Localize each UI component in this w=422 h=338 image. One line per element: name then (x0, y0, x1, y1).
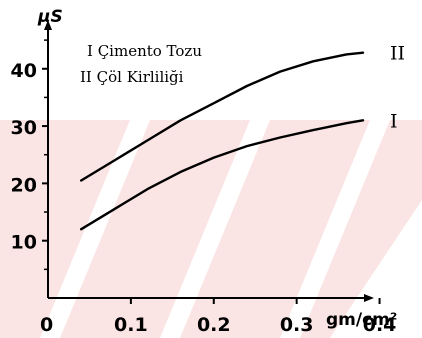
y-tick-label: 20 (11, 174, 37, 196)
x-ticks: 0.1 0.2 0.3 0.4 (114, 298, 396, 336)
x-tick-label: 0.3 (280, 314, 314, 336)
y-tick-label: 40 (11, 60, 37, 82)
origin-label: 0 (40, 314, 53, 336)
x-tick-label: 0.1 (114, 314, 148, 336)
y-axis-arrow (44, 20, 52, 30)
series-label-I: I (390, 110, 398, 132)
series-label-II: II (390, 43, 405, 65)
y-tick-label: 30 (11, 117, 37, 139)
x-axis-label: gm/cm² (326, 310, 397, 330)
axes (44, 20, 374, 302)
legend-item-1: I Çimento Tozu (87, 42, 202, 60)
y-tick-label: 10 (11, 232, 37, 254)
y-axis-label: µS (37, 7, 63, 27)
series-layer: III (80, 43, 405, 231)
legend-item-2: II Çöl Kirliliği (80, 68, 184, 86)
x-tick-label: 0.2 (197, 314, 231, 336)
series-line-I (80, 119, 365, 231)
x-axis-arrow (364, 294, 374, 302)
y-ticks: 10 20 30 40 (11, 39, 48, 271)
x-tick-label: 0.4 (363, 314, 397, 336)
series-line-II (80, 51, 365, 182)
watermark (0, 120, 422, 338)
